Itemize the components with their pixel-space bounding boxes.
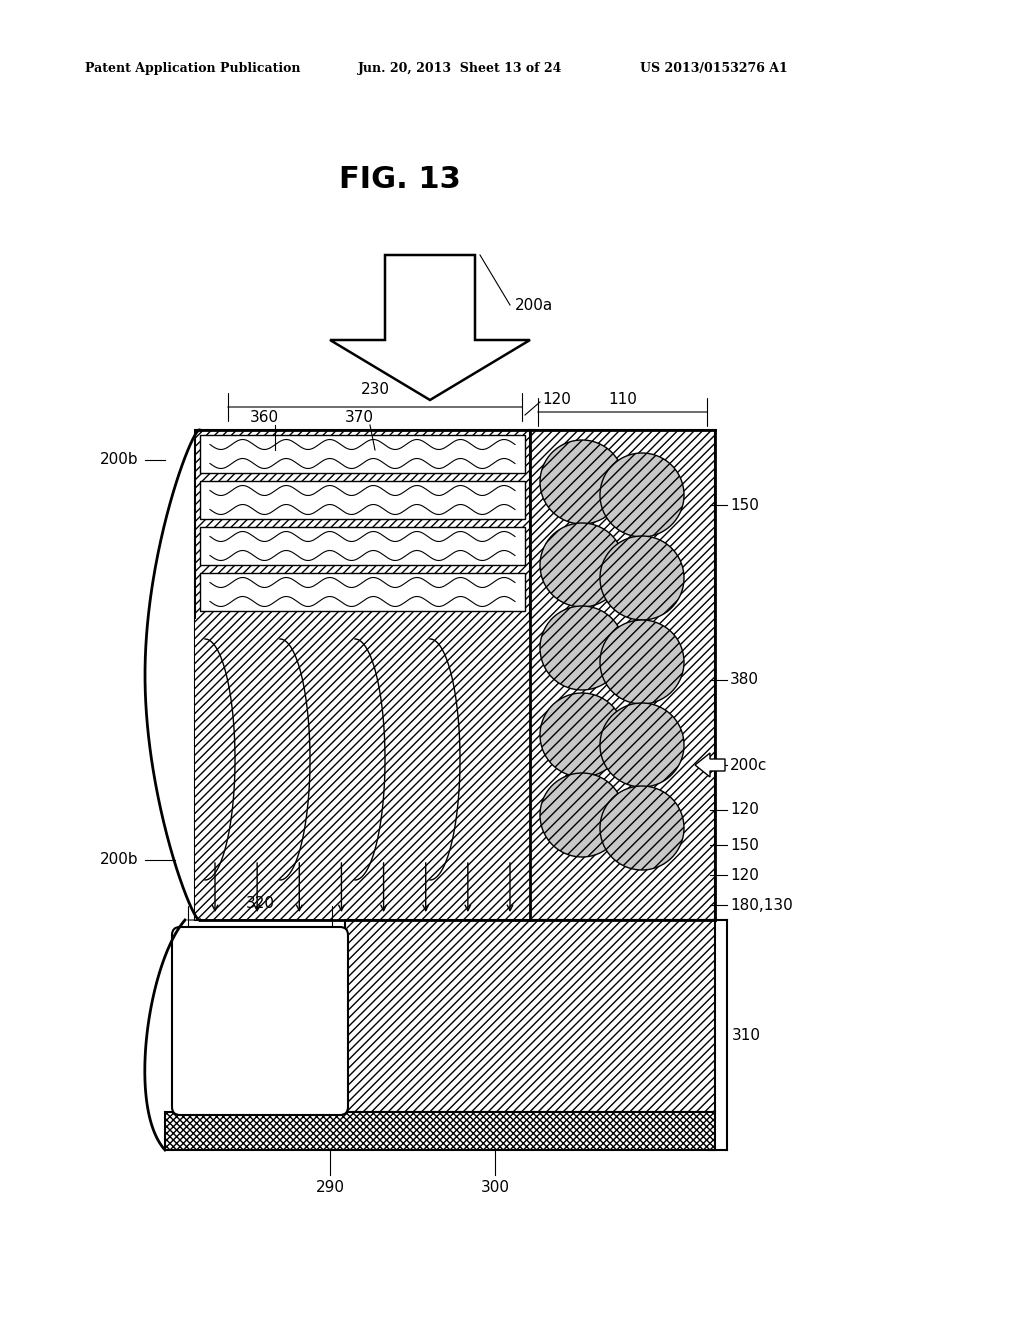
- Circle shape: [600, 785, 684, 870]
- Text: FIG. 13: FIG. 13: [339, 165, 461, 194]
- Text: Jun. 20, 2013  Sheet 13 of 24: Jun. 20, 2013 Sheet 13 of 24: [358, 62, 562, 75]
- Circle shape: [600, 453, 684, 537]
- Bar: [165, 1111, 715, 1150]
- Bar: [195, 430, 530, 920]
- Bar: [345, 920, 715, 1111]
- Text: 290: 290: [315, 1180, 344, 1196]
- Text: 200b: 200b: [100, 453, 138, 467]
- Polygon shape: [695, 752, 725, 777]
- Text: 200c: 200c: [730, 758, 767, 772]
- FancyBboxPatch shape: [172, 927, 348, 1115]
- Text: 200a: 200a: [515, 297, 553, 313]
- Text: 310: 310: [732, 1027, 761, 1043]
- Text: 200b: 200b: [100, 853, 138, 867]
- Text: 180,130: 180,130: [730, 898, 793, 912]
- Text: 230: 230: [360, 383, 389, 397]
- Circle shape: [540, 693, 624, 777]
- Text: 120: 120: [542, 392, 570, 408]
- Bar: [200, 573, 525, 611]
- Text: 360: 360: [250, 411, 280, 425]
- Text: 150: 150: [730, 498, 759, 512]
- Text: US 2013/0153276 A1: US 2013/0153276 A1: [640, 62, 787, 75]
- Text: 370: 370: [345, 411, 374, 425]
- Circle shape: [540, 774, 624, 857]
- Text: Patent Application Publication: Patent Application Publication: [85, 62, 300, 75]
- Circle shape: [540, 606, 624, 690]
- Text: 120: 120: [730, 803, 759, 817]
- Circle shape: [540, 440, 624, 524]
- Text: 300: 300: [480, 1180, 510, 1196]
- Circle shape: [540, 523, 624, 607]
- Text: 110: 110: [608, 392, 637, 408]
- Text: 320: 320: [246, 895, 274, 911]
- Bar: [200, 480, 525, 519]
- Circle shape: [600, 536, 684, 620]
- Text: 380: 380: [730, 672, 759, 688]
- Text: 120: 120: [730, 867, 759, 883]
- Polygon shape: [330, 255, 530, 400]
- Bar: [200, 436, 525, 473]
- Bar: [530, 430, 715, 920]
- Bar: [200, 527, 525, 565]
- Bar: [195, 619, 530, 920]
- Circle shape: [600, 704, 684, 787]
- Text: 150: 150: [730, 837, 759, 853]
- Circle shape: [600, 620, 684, 704]
